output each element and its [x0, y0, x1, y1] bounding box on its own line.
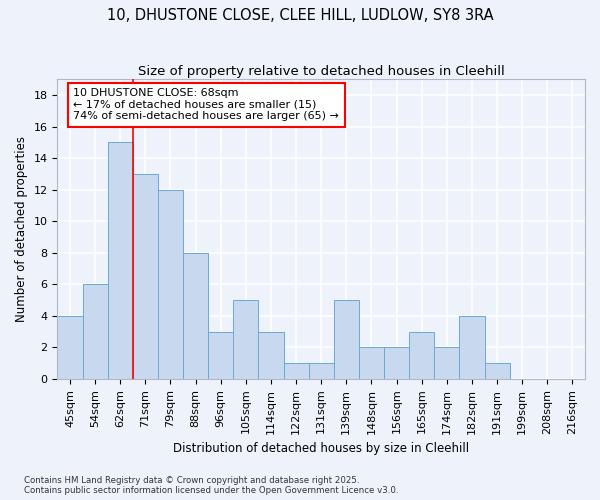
Text: Contains HM Land Registry data © Crown copyright and database right 2025.
Contai: Contains HM Land Registry data © Crown c…: [24, 476, 398, 495]
Bar: [384, 348, 409, 379]
Bar: [284, 363, 308, 379]
Text: 10 DHUSTONE CLOSE: 68sqm
← 17% of detached houses are smaller (15)
74% of semi-d: 10 DHUSTONE CLOSE: 68sqm ← 17% of detach…: [73, 88, 339, 122]
Bar: [359, 348, 384, 379]
Bar: [133, 174, 158, 379]
Text: 10, DHUSTONE CLOSE, CLEE HILL, LUDLOW, SY8 3RA: 10, DHUSTONE CLOSE, CLEE HILL, LUDLOW, S…: [107, 8, 493, 22]
Bar: [485, 363, 509, 379]
Bar: [308, 363, 334, 379]
Bar: [183, 252, 208, 379]
Bar: [460, 316, 485, 379]
Bar: [334, 300, 359, 379]
Bar: [107, 142, 133, 379]
Title: Size of property relative to detached houses in Cleehill: Size of property relative to detached ho…: [138, 65, 505, 78]
Bar: [434, 348, 460, 379]
Bar: [58, 316, 83, 379]
Bar: [259, 332, 284, 379]
X-axis label: Distribution of detached houses by size in Cleehill: Distribution of detached houses by size …: [173, 442, 469, 455]
Y-axis label: Number of detached properties: Number of detached properties: [15, 136, 28, 322]
Bar: [409, 332, 434, 379]
Bar: [208, 332, 233, 379]
Bar: [233, 300, 259, 379]
Bar: [158, 190, 183, 379]
Bar: [83, 284, 107, 379]
